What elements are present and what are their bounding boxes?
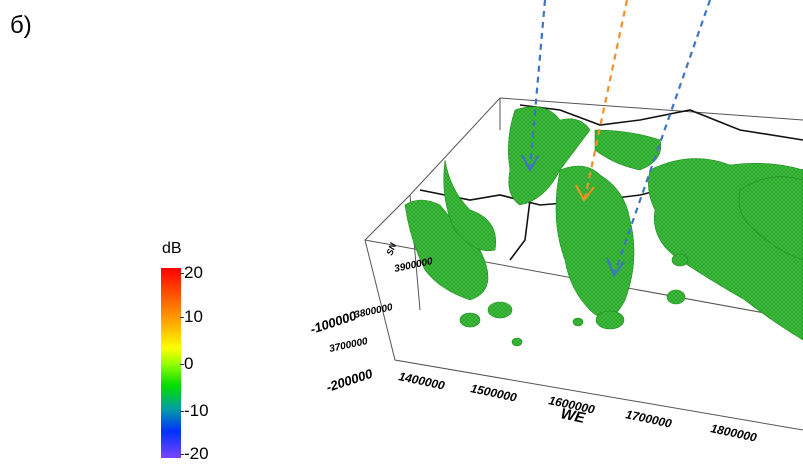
y-axis-ticks: 3900000 3800000 3700000 SN (328, 241, 434, 355)
incident-ray-arrows (528, 0, 712, 273)
z-tick: -100000 (308, 308, 359, 337)
isosurface-blob (443, 159, 497, 252)
isosurface-blob (666, 289, 686, 305)
isosurface-blob (459, 312, 481, 328)
isosurface-blob (572, 317, 584, 327)
arrow-heads (521, 154, 625, 278)
y-axis-label: SN (384, 241, 398, 257)
x-tick: 1400000 (397, 369, 446, 392)
isosurface-blob (511, 337, 523, 347)
x-tick: 1800000 (709, 421, 758, 444)
isosurface-blob (671, 253, 689, 267)
colorbar-title: dB (162, 240, 182, 257)
isosurface-blob (404, 199, 489, 301)
x-axis-label: WE (559, 405, 587, 427)
x-axis-ticks: 1400000 1500000 1600000 1700000 1800000 … (397, 369, 758, 444)
colorbar-tick-10: 10 (180, 307, 203, 326)
colorbar-tick-0: 0 (179, 354, 194, 373)
y-tick: 3700000 (328, 336, 369, 355)
isosurface (404, 106, 803, 347)
orange-arrow (583, 0, 629, 199)
colorbar-gradient (161, 268, 181, 458)
isosurface-blob (595, 310, 625, 330)
colorbar-tick-minus10: -10 (180, 401, 209, 420)
colorbar-tick-20: 20 (180, 263, 203, 282)
isosurface-blob (594, 129, 662, 171)
isosurface-blob (487, 301, 513, 319)
isosurface-blob (555, 165, 635, 319)
x-tick: 1500000 (469, 381, 518, 404)
panel-label: б) (10, 12, 32, 39)
y-tick: 3800000 (353, 302, 394, 321)
z-tick: -200000 (324, 366, 375, 395)
colorbar-tick-minus20: -20 (180, 444, 209, 463)
blue-arrow-2 (613, 0, 712, 273)
x-tick: 1700000 (624, 407, 673, 430)
isosurface-blob (738, 176, 803, 261)
